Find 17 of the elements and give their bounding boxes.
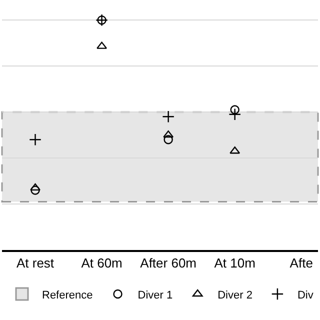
point [30, 186, 40, 195]
legend-label: Reference [42, 289, 93, 302]
legend-label: Div [297, 289, 314, 302]
point [162, 110, 175, 123]
point [164, 135, 173, 144]
point [230, 105, 240, 114]
point [228, 108, 242, 121]
x-tick-label: At rest [16, 255, 54, 270]
point [29, 133, 42, 146]
legend-label: Diver 2 [218, 289, 252, 302]
x-tick-label: At 10m [214, 255, 256, 270]
x-tick-label: At 60m [81, 255, 122, 270]
legend-label: Diver 1 [138, 289, 173, 302]
x-tick-label: Afte [290, 255, 313, 270]
point [30, 183, 40, 191]
x-tick-label: After 60m [140, 255, 196, 270]
point [163, 130, 174, 138]
